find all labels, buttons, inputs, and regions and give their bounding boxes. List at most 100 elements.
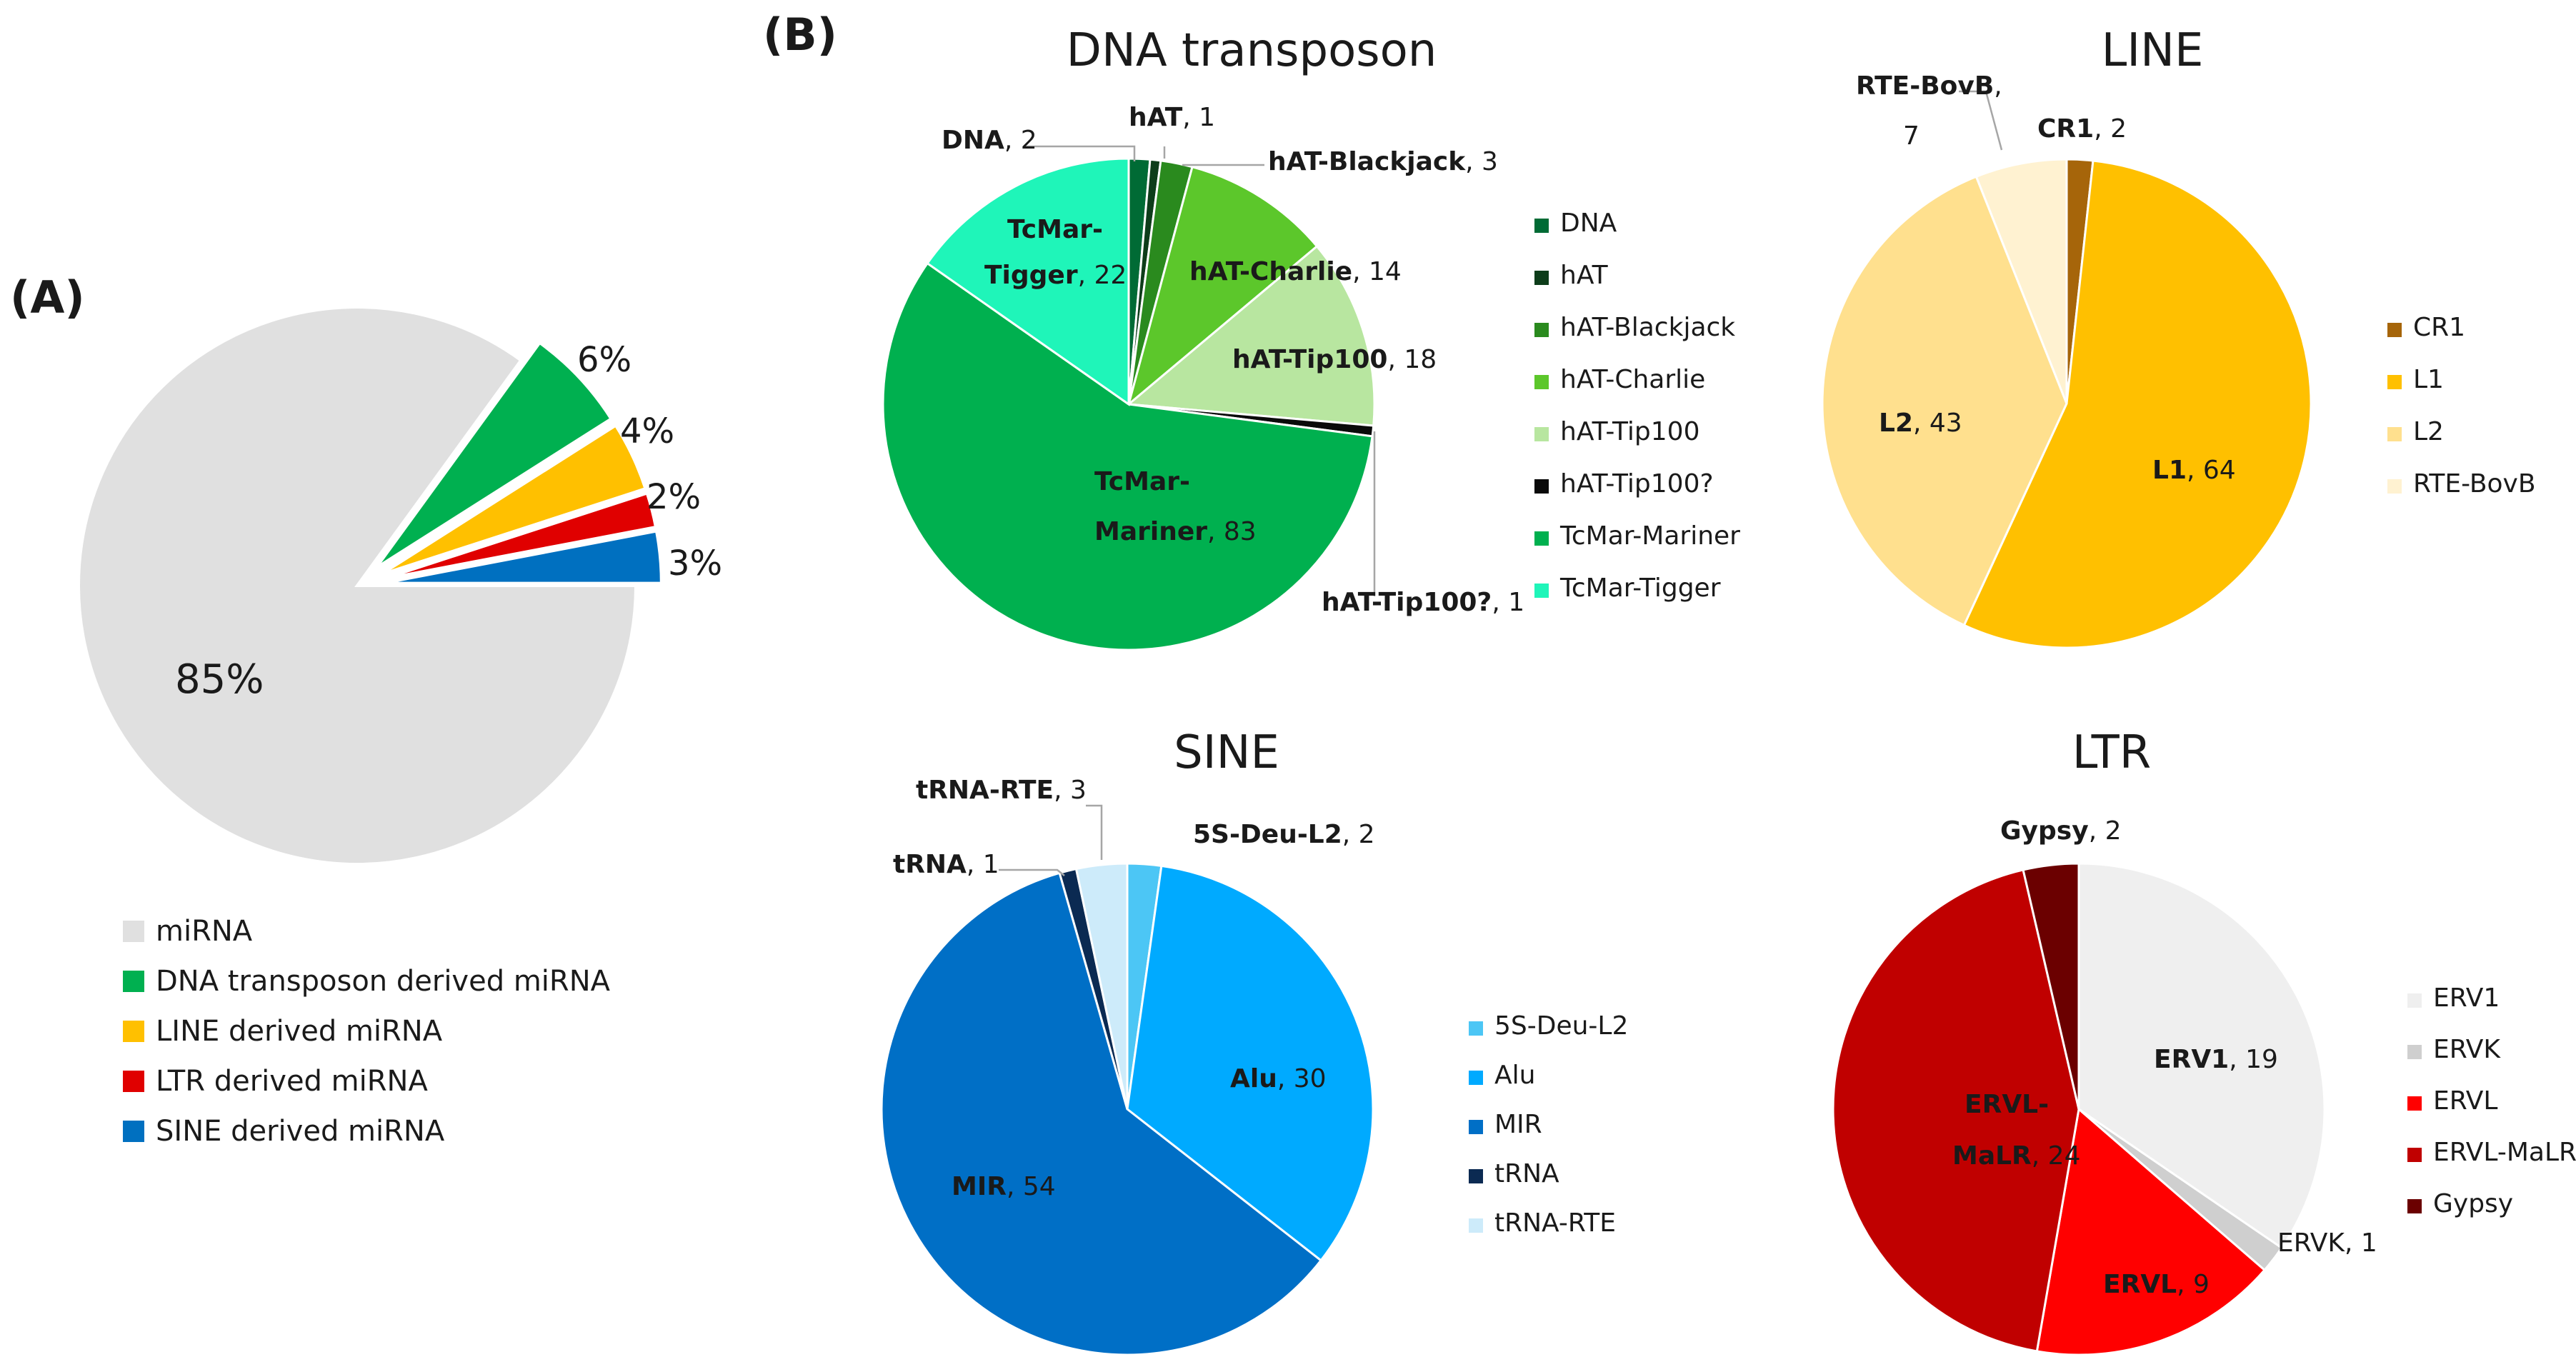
slice-label-ervl: ERVL, 9 xyxy=(2103,1270,2210,1299)
leader-line-trna-rte xyxy=(1086,804,1103,860)
legend-label-sine-derived-mirna: SINE derived miRNA xyxy=(156,1115,445,1148)
pct-label-line-derived-mirna: 4% xyxy=(620,411,674,451)
legend-ltr: ERV1 ERVK ERVL ERVL-MaLR Gypsy xyxy=(2407,983,2576,1218)
legend-swatch-hat xyxy=(1534,271,1549,285)
chart-title-line: LINE xyxy=(2102,24,2204,77)
legend-swatch-l2 xyxy=(2387,427,2402,441)
slice-label-mir: MIR, 54 xyxy=(952,1172,1056,1201)
chart-title-sine: SINE xyxy=(1174,726,1279,779)
slice-erv1 xyxy=(2077,862,2326,1250)
slice-label-erv1: ERV1, 19 xyxy=(2154,1045,2278,1074)
slice-trna-rte xyxy=(1074,862,1129,1110)
legend-swatch-cr1 xyxy=(2387,323,2402,337)
legend-label-line-derived-mirna: LINE derived miRNA xyxy=(156,1015,443,1048)
legend-label-mir: MIR xyxy=(1494,1110,1542,1139)
legend-swatch-tcmar-mariner xyxy=(1534,531,1549,546)
slice-label-trna-rte: tRNA-RTE, 3 xyxy=(916,776,1087,805)
legend-swatch-sine-derived-mirna xyxy=(123,1121,144,1142)
legend-label-tcmar-tigger: TcMar-Tigger xyxy=(1559,574,1721,603)
legend-swatch-l1 xyxy=(2387,375,2402,389)
leader-line-dna xyxy=(1024,145,1136,161)
legend-swatch-gypsy xyxy=(2407,1199,2422,1213)
slice-label-dna: DNA, 2 xyxy=(942,126,1037,155)
legend-label-dna: DNA xyxy=(1560,209,1617,238)
legend-label-hat-charlie: hAT-Charlie xyxy=(1560,365,1705,394)
legend-label-l1: L1 xyxy=(2413,365,2444,394)
legend-label-hat: hAT xyxy=(1560,261,1609,290)
pct-label-dna-transposon-derived-mirna: 6% xyxy=(577,340,631,380)
slice-label-l1: L1, 64 xyxy=(2152,456,2236,485)
legend-swatch-hat-blackjack xyxy=(1534,323,1549,337)
slice-label-ervl-malr: ERVL-MaLR, 24 xyxy=(1952,1090,2080,1171)
pie-a xyxy=(77,305,663,866)
legend-label-hat-tip100: hAT-Tip100? xyxy=(1560,469,1714,499)
legend-swatch-ltr-derived-mirna xyxy=(123,1071,144,1092)
legend-swatch-hat-tip100 xyxy=(1534,427,1549,441)
legend-label-hat-blackjack: hAT-Blackjack xyxy=(1560,313,1735,342)
legend-swatch-trna xyxy=(1469,1169,1483,1183)
legend-label-ervl: ERVL xyxy=(2433,1086,2497,1116)
slice-line-derived-mirna xyxy=(379,423,648,576)
slice-alu xyxy=(1126,864,1374,1262)
slice-label-hat-blackjack: hAT-Blackjack, 3 xyxy=(1268,147,1498,176)
slice-label-tcmar-mariner: TcMar-Mariner, 83 xyxy=(1094,467,1257,546)
slice-gypsy xyxy=(2022,862,2080,1110)
legend-swatch-line-derived-mirna xyxy=(123,1021,144,1042)
slice-ervl xyxy=(2035,1107,2267,1356)
legend-label-ervk: ERVK xyxy=(2433,1035,2501,1064)
legend-dna-transposon: DNA hAT hAT-Blackjack hAT-Charlie hAT-Tip100… xyxy=(1534,209,1740,603)
slice-sine-derived-mirna xyxy=(382,529,663,585)
slice-label-5s-deu-l2: 5S-Deu-L2, 2 xyxy=(1193,820,1375,849)
panel-label-a: (A) xyxy=(10,271,85,324)
legend-swatch-hat-tip100 xyxy=(1534,479,1549,494)
legend-swatch-ervl xyxy=(2407,1096,2422,1111)
legend-label-erv1: ERV1 xyxy=(2433,983,2500,1013)
pie-sine xyxy=(880,862,1374,1356)
slice-label-trna: tRNA, 1 xyxy=(893,850,999,879)
slice-hat-charlie xyxy=(1127,165,1319,408)
slice-tcmar-mariner xyxy=(882,261,1374,651)
slice-label-cr1: CR1, 2 xyxy=(2037,114,2127,144)
legend-label-hat-tip100: hAT-Tip100 xyxy=(1560,417,1699,446)
legend-swatch-hat-charlie xyxy=(1534,375,1549,389)
chart-title-ltr: LTR xyxy=(2072,726,2151,779)
legend-swatch-alu xyxy=(1469,1071,1483,1085)
slice-label-ervk: ERVK, 1 xyxy=(2277,1228,2377,1258)
chart-title-dna-transposon: DNA transposon xyxy=(1067,24,1437,77)
leader-line-trna xyxy=(999,868,1065,876)
slice-label-hat-charlie: hAT-Charlie, 14 xyxy=(1189,257,1402,286)
slice-label-gypsy: Gypsy, 2 xyxy=(2000,816,2121,846)
pie-line xyxy=(1821,158,2312,649)
slice-label-alu: Alu, 30 xyxy=(1230,1064,1327,1093)
slice-label-hat-tip100: hAT-Tip100, 18 xyxy=(1232,345,1437,374)
slice-label-l2: L2, 43 xyxy=(1879,409,1962,438)
legend-swatch-mirna xyxy=(123,921,144,942)
slice-mirna xyxy=(77,305,638,866)
legend-swatch-erv1 xyxy=(2407,993,2422,1008)
legend-label-ervl-malr: ERVL-MaLR xyxy=(2433,1138,2576,1167)
slice-l1 xyxy=(1962,159,2312,649)
slice-l2 xyxy=(1821,175,2068,627)
legend-swatch-rte-bovb xyxy=(2387,479,2402,494)
leader-line-rte-bovb xyxy=(1959,90,2003,151)
slice-ervl-malr xyxy=(1832,868,2080,1353)
slice-hat-tip100 xyxy=(1126,244,1376,427)
slice-mir xyxy=(880,871,1323,1356)
slice-label-rte-bovb: RTE-BovB, 7 xyxy=(1856,71,2002,151)
legend-swatch-trna-rte xyxy=(1469,1218,1483,1233)
legend-swatch-ervl-malr xyxy=(2407,1148,2422,1162)
pie-ltr xyxy=(1832,862,2326,1356)
legend-sine: 5S-Deu-L2 Alu MIR tRNA tRNA-RTE xyxy=(1469,1011,1628,1238)
legend-swatch-dna xyxy=(1534,219,1549,233)
legend-label-trna: tRNA xyxy=(1494,1159,1559,1188)
legend-label-rte-bovb: RTE-BovB xyxy=(2413,469,2536,499)
slice-rte-bovb xyxy=(1975,158,2068,404)
slice-ltr-derived-mirna xyxy=(381,491,658,581)
pct-label-ltr-derived-mirna: 2% xyxy=(647,477,701,517)
legend-label-l2: L2 xyxy=(2413,417,2444,446)
legend-swatch-ervk xyxy=(2407,1045,2422,1059)
pct-label-mirna: 85% xyxy=(175,656,264,703)
legend-label-ltr-derived-mirna: LTR derived miRNA xyxy=(156,1065,428,1098)
